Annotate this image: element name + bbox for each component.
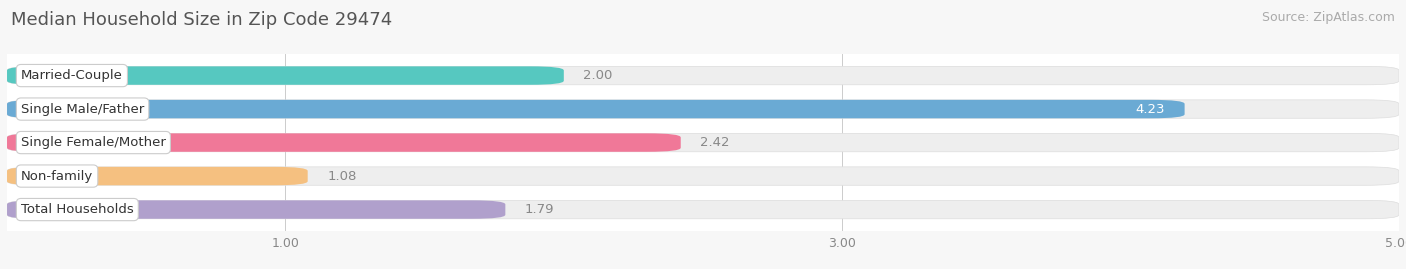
Text: 1.08: 1.08 bbox=[328, 169, 357, 183]
FancyBboxPatch shape bbox=[7, 200, 1399, 219]
Text: 1.79: 1.79 bbox=[524, 203, 554, 216]
Text: Total Households: Total Households bbox=[21, 203, 134, 216]
FancyBboxPatch shape bbox=[7, 100, 1185, 118]
Text: 2.00: 2.00 bbox=[583, 69, 613, 82]
Text: 2.42: 2.42 bbox=[700, 136, 730, 149]
FancyBboxPatch shape bbox=[7, 133, 681, 152]
Text: Median Household Size in Zip Code 29474: Median Household Size in Zip Code 29474 bbox=[11, 11, 392, 29]
FancyBboxPatch shape bbox=[7, 100, 1399, 118]
Text: Non-family: Non-family bbox=[21, 169, 93, 183]
FancyBboxPatch shape bbox=[7, 167, 308, 185]
Text: Single Female/Mother: Single Female/Mother bbox=[21, 136, 166, 149]
Text: 4.23: 4.23 bbox=[1136, 102, 1166, 116]
FancyBboxPatch shape bbox=[7, 66, 1399, 85]
Text: Source: ZipAtlas.com: Source: ZipAtlas.com bbox=[1261, 11, 1395, 24]
FancyBboxPatch shape bbox=[7, 133, 1399, 152]
Text: Single Male/Father: Single Male/Father bbox=[21, 102, 145, 116]
Text: Married-Couple: Married-Couple bbox=[21, 69, 122, 82]
FancyBboxPatch shape bbox=[7, 167, 1399, 185]
FancyBboxPatch shape bbox=[7, 200, 505, 219]
FancyBboxPatch shape bbox=[7, 66, 564, 85]
